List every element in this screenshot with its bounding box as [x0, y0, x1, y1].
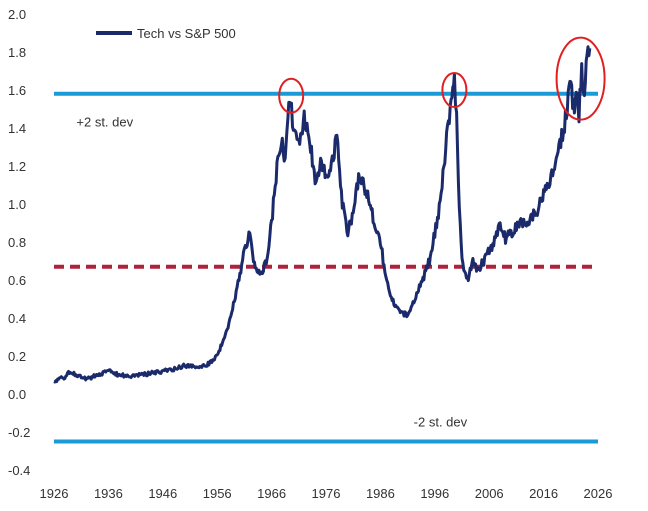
highlight-circle: [441, 72, 468, 108]
y-tick-label: 1.2: [8, 159, 26, 174]
y-tick-label: -0.4: [8, 463, 30, 478]
x-axis: 1926 1936 1946 1956 1966 1976 1986 1996 2006 2016…: [40, 486, 613, 501]
y-tick-label: 0.8: [8, 235, 26, 250]
x-tick-label: 1966: [257, 486, 286, 501]
x-tick-label: 2026: [584, 486, 613, 501]
y-tick-label: 1.4: [8, 121, 26, 136]
highlight-circles: [278, 36, 606, 121]
y-tick-label: 0.4: [8, 311, 26, 326]
x-tick-label: 1956: [203, 486, 232, 501]
y-axis: 2.0 1.8 1.6 1.4 1.2 1.0 0.8 0.6 0.4 0.2 0.0 -0.2 -0.…: [8, 7, 30, 478]
y-tick-label: 0.6: [8, 273, 26, 288]
x-tick-label: 1936: [94, 486, 123, 501]
legend: Tech vs S&P 500: [96, 26, 236, 41]
x-tick-label: 1976: [312, 486, 341, 501]
y-tick-label: -0.2: [8, 425, 30, 440]
x-tick-label: 1986: [366, 486, 395, 501]
annotation-label: +2 st. dev: [76, 114, 133, 129]
x-tick-label: 1926: [40, 486, 69, 501]
y-tick-label: 1.0: [8, 197, 26, 212]
x-tick-label: 2006: [475, 486, 504, 501]
highlight-circle: [555, 36, 606, 121]
y-tick-label: 0.0: [8, 387, 26, 402]
highlight-circle: [278, 77, 305, 114]
reference-lines: [54, 91, 598, 444]
y-tick-label: 1.8: [8, 45, 26, 60]
y-tick-label: 2.0: [8, 7, 26, 22]
x-tick-label: 1996: [420, 486, 449, 501]
y-tick-label: 1.6: [8, 83, 26, 98]
series-line: [53, 45, 592, 384]
legend-label: Tech vs S&P 500: [137, 26, 236, 41]
plot-series: [53, 45, 592, 384]
annotation-label: -2 st. dev: [414, 415, 468, 430]
y-tick-label: 0.2: [8, 349, 26, 364]
annotations: +2 st. dev -2 st. dev: [76, 114, 467, 429]
x-tick-label: 1946: [148, 486, 177, 501]
x-tick-label: 2016: [529, 486, 558, 501]
